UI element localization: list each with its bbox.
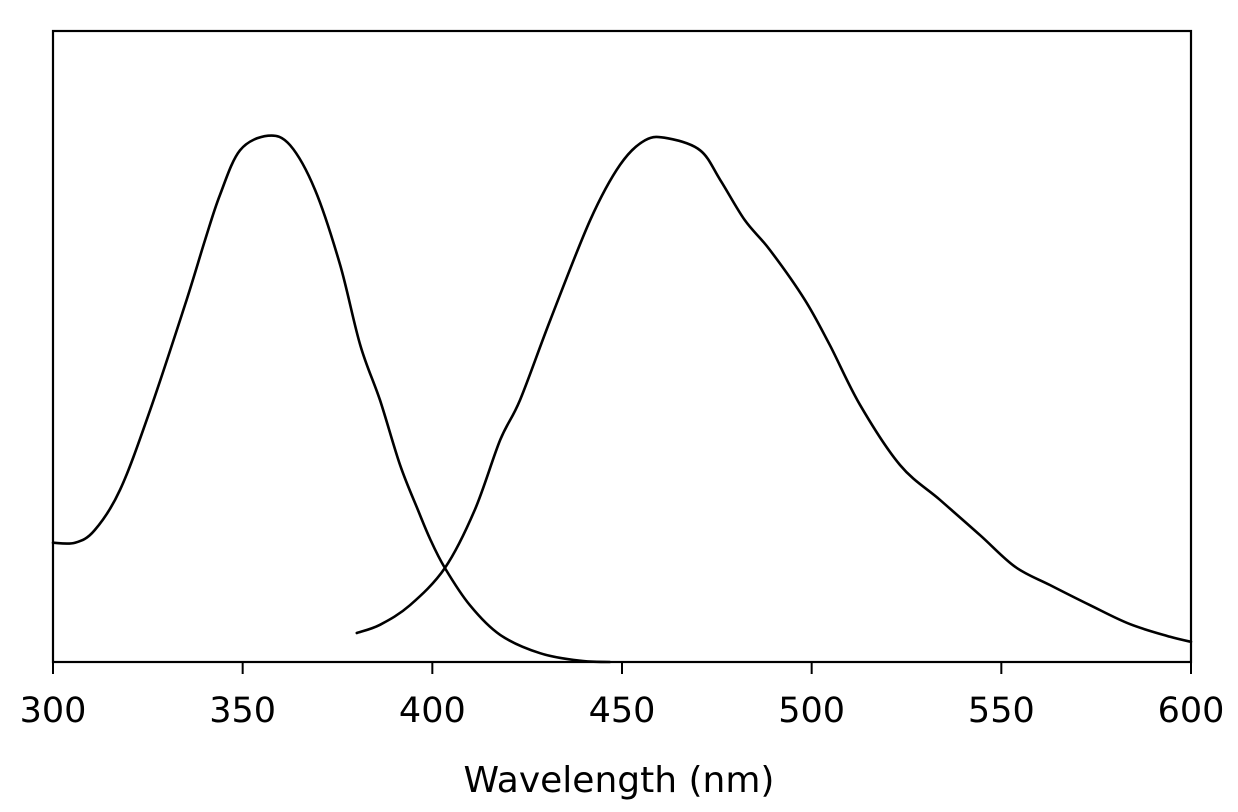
x-axis-tick-labels: 300 350 400 450 500 550 600 (20, 691, 1225, 731)
x-tick-label: 300 (20, 691, 87, 731)
x-tick-label: 600 (1158, 691, 1225, 731)
plot-frame (51, 29, 1193, 664)
x-tick-label: 550 (968, 691, 1035, 731)
x-tick-label: 450 (589, 691, 656, 731)
x-tick-label: 500 (778, 691, 845, 731)
x-tick-label: 350 (209, 691, 276, 731)
x-tick-label: 400 (399, 691, 466, 731)
x-axis-ticks (52, 662, 1192, 674)
excitation-curve (51, 134, 612, 664)
x-axis-label: Wavelength (nm) (464, 760, 775, 801)
data-series (51, 134, 1193, 664)
emission-curve (355, 135, 1193, 644)
